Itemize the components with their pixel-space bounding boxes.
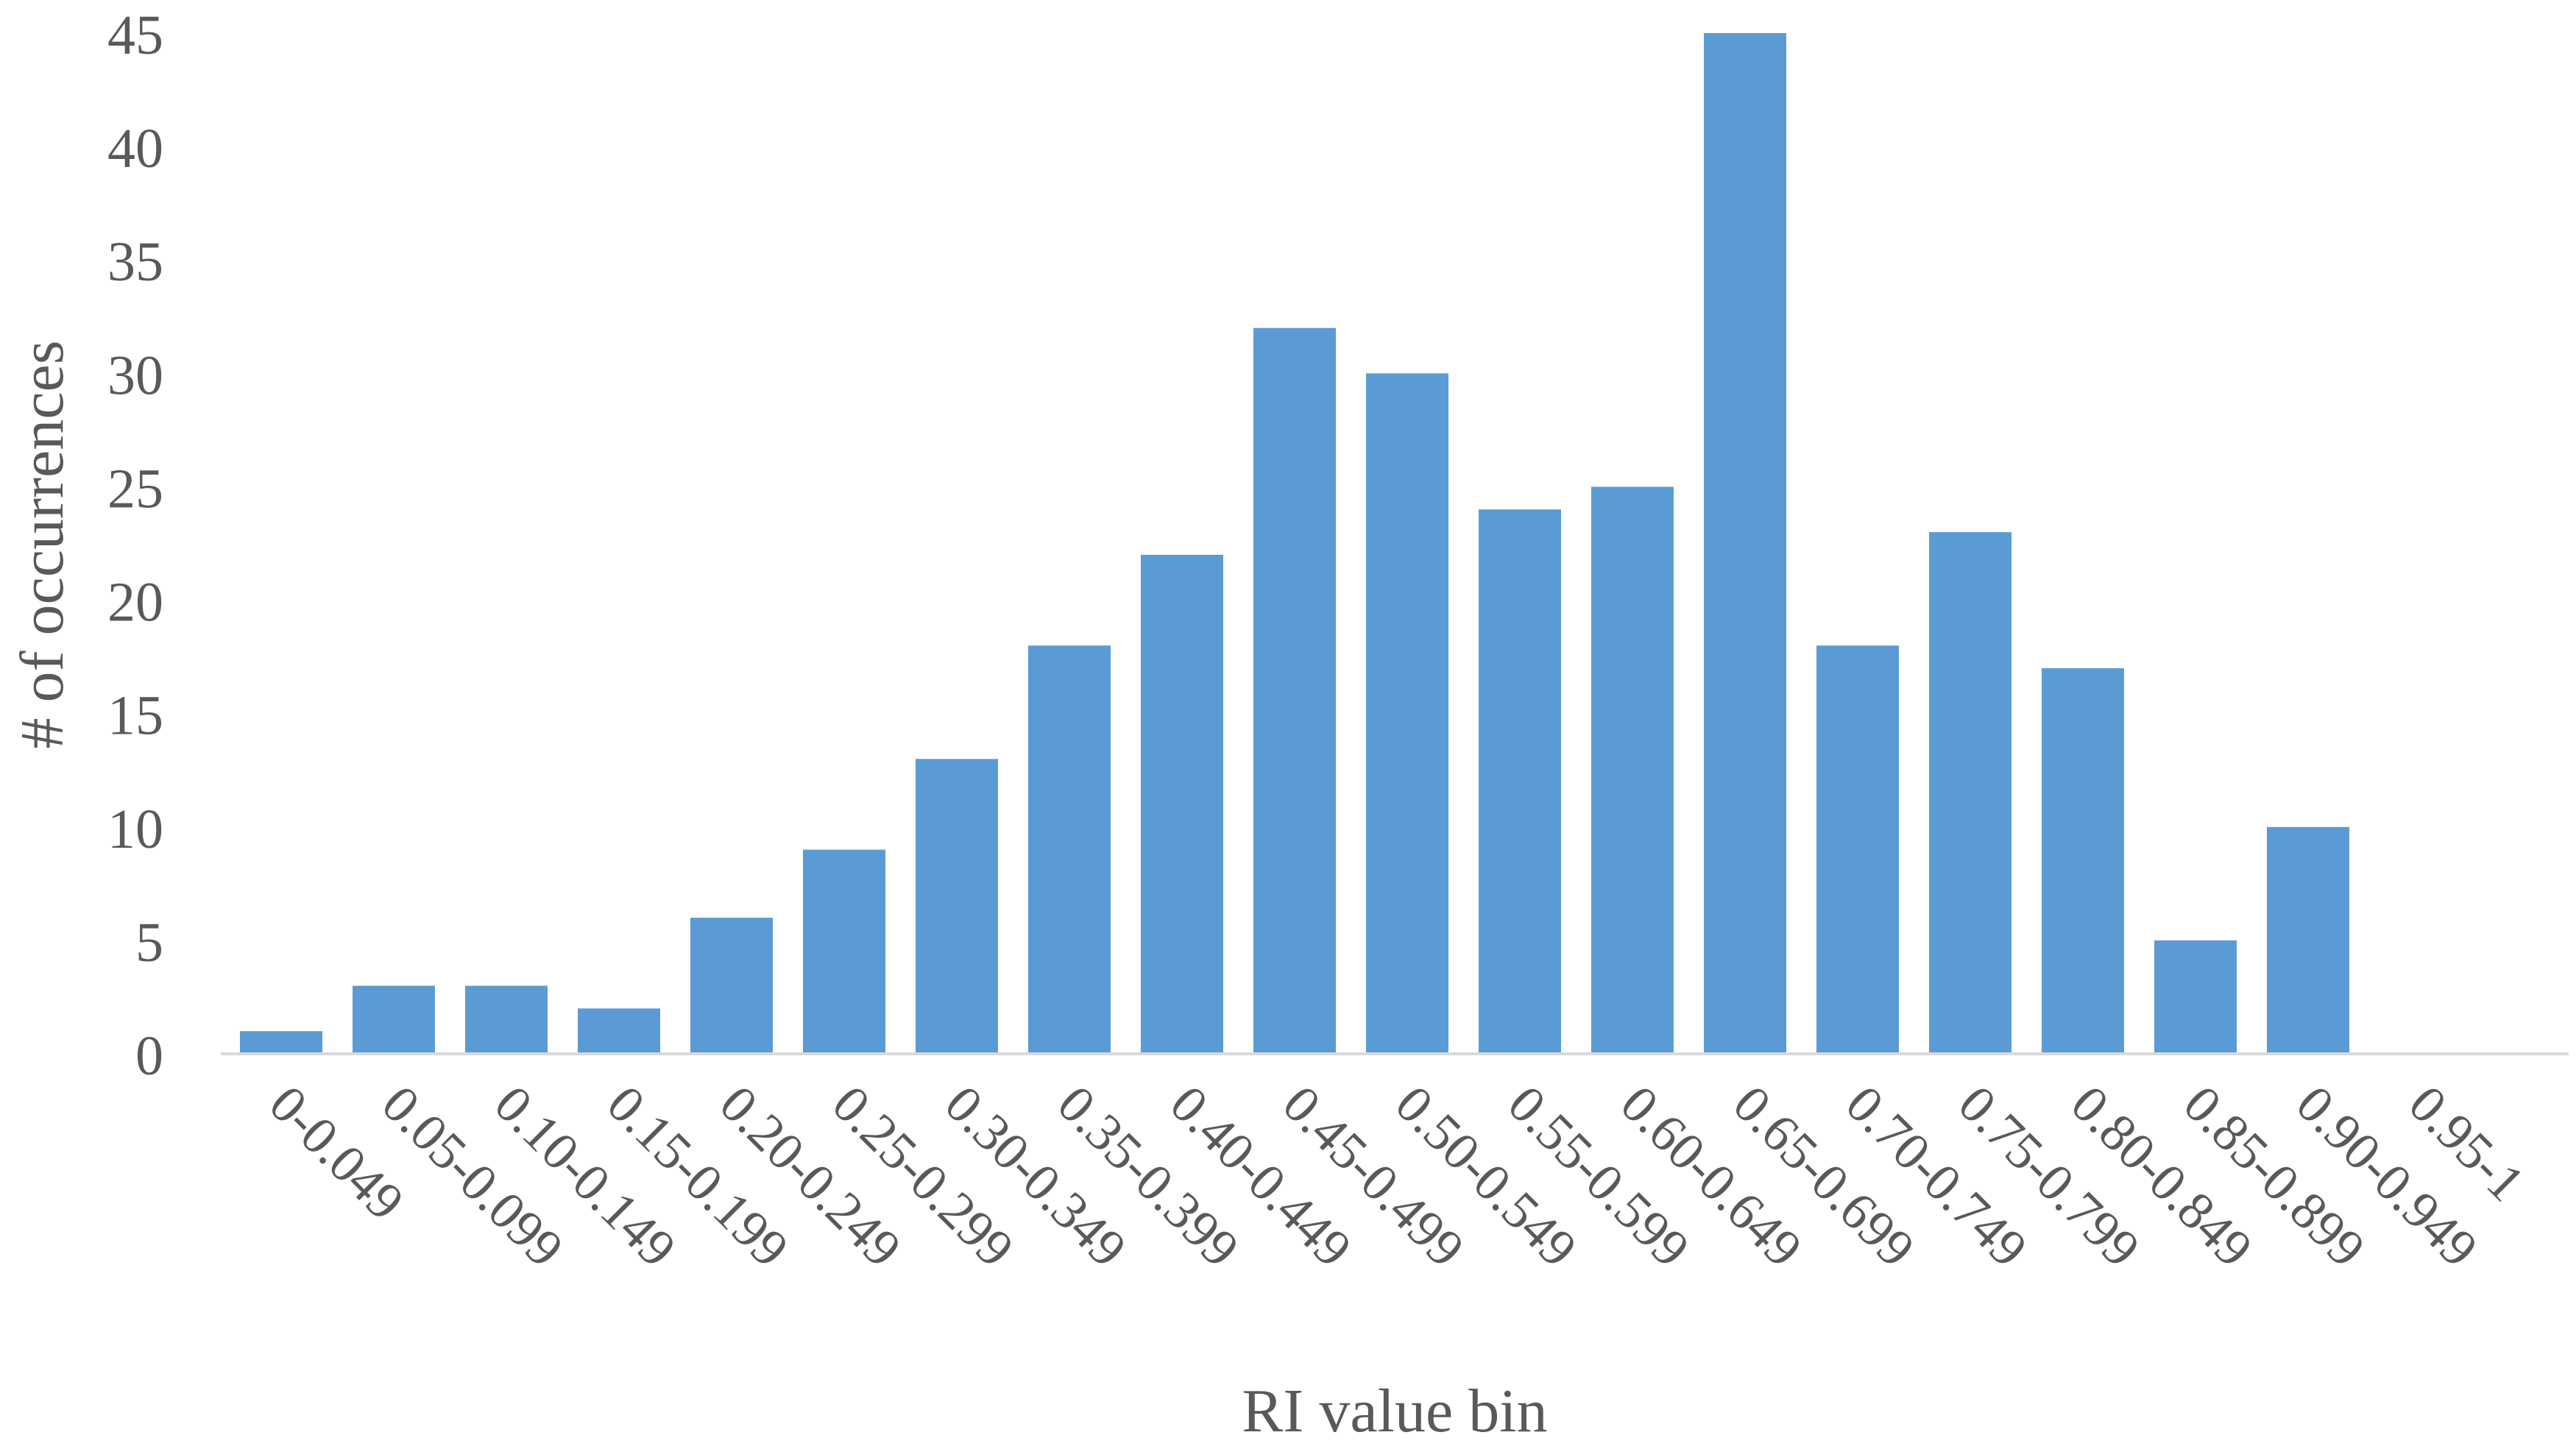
y-tick-label: 40 (107, 118, 163, 180)
y-axis-title: # of occurrences (8, 340, 77, 748)
bar-0.30-0.349 (916, 759, 998, 1054)
bar-0.80-0.849 (2042, 668, 2124, 1054)
bar-0.55-0.599 (1479, 509, 1561, 1054)
bar-0.75-0.799 (1929, 532, 2011, 1054)
y-tick-label: 20 (107, 572, 163, 634)
bar-0.65-0.699 (1704, 33, 1786, 1054)
y-tick-labels: 0 5 10 15 20 25 30 35 40 45 (107, 4, 163, 1087)
x-axis-title: RI value bin (1242, 1377, 1547, 1445)
bar-0.60-0.649 (1591, 486, 1674, 1054)
y-tick-label: 0 (135, 1025, 163, 1087)
bar-0.05-0.099 (353, 985, 435, 1054)
bar-0-0.049 (240, 1031, 322, 1054)
bar-0.35-0.399 (1028, 645, 1111, 1054)
y-tick-label: 45 (107, 4, 163, 66)
bar-0.10-0.149 (465, 985, 548, 1054)
bar-0.70-0.749 (1816, 645, 1899, 1054)
y-tick-label: 10 (107, 798, 163, 860)
bar-0.25-0.299 (803, 849, 885, 1054)
y-tick-label: 35 (107, 231, 163, 293)
y-tick-label: 30 (107, 344, 163, 406)
bar-0.40-0.449 (1141, 554, 1223, 1054)
bar-0.90-0.949 (2267, 826, 2349, 1054)
bars-layer (240, 33, 2349, 1054)
bar-0.20-0.249 (690, 918, 773, 1054)
x-tick-labels: 0-0.0490.05-0.0990.10-0.1490.15-0.1990.2… (258, 1074, 2536, 1278)
y-tick-label: 25 (107, 458, 163, 520)
y-tick-label: 5 (135, 912, 163, 974)
bar-0.50-0.549 (1366, 373, 1448, 1054)
bar-0.45-0.499 (1253, 327, 1336, 1054)
bar-0.85-0.899 (2154, 940, 2237, 1054)
bar-0.15-0.199 (578, 1008, 660, 1054)
y-tick-label: 15 (107, 685, 163, 747)
